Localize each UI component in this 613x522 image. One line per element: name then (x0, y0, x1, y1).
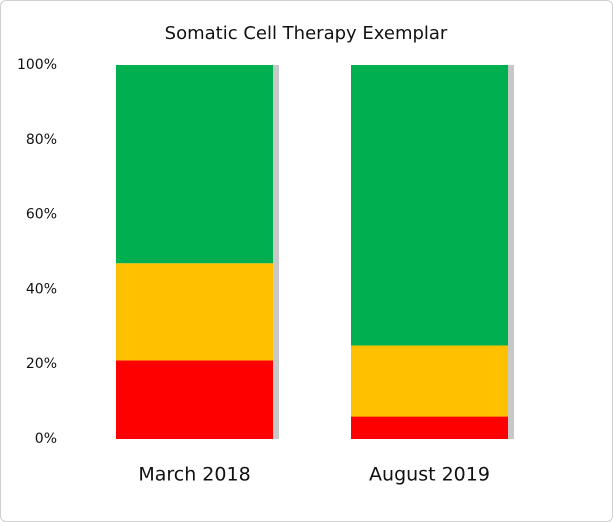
bar-segment (116, 263, 273, 361)
bar-segment (116, 65, 273, 264)
x-tick-label: March 2018 (138, 464, 250, 486)
bar-shadow (508, 65, 514, 439)
bar-segment (351, 65, 508, 346)
bar-segment (351, 416, 508, 439)
chart-title: Somatic Cell Therapy Exemplar (165, 23, 448, 44)
y-tick-label: 40% (26, 281, 57, 297)
bar-segment (116, 360, 273, 439)
y-tick-label: 80% (26, 132, 57, 148)
y-tick-label: 60% (26, 207, 57, 223)
y-tick-label: 0% (35, 431, 57, 447)
x-tick-label: August 2019 (369, 464, 490, 486)
bar-segment (351, 345, 508, 417)
y-tick-label: 20% (26, 356, 57, 372)
bar-shadow (273, 65, 279, 439)
y-tick-label: 100% (17, 57, 57, 73)
